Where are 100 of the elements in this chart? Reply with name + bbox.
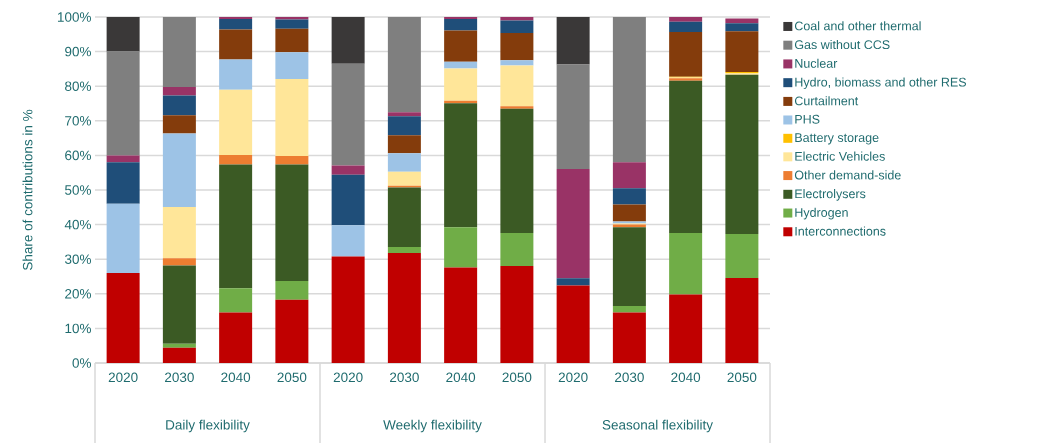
bar bbox=[331, 17, 365, 64]
bar bbox=[106, 273, 140, 363]
bar bbox=[219, 19, 253, 30]
y-axis-title: Share of contributions in % bbox=[22, 109, 33, 271]
bar bbox=[556, 64, 590, 169]
bar bbox=[444, 227, 478, 268]
text: Daily flexibility bbox=[166, 419, 250, 433]
x-tick-label: 2020 bbox=[108, 372, 138, 383]
legend-label: Curtailment bbox=[794, 96, 859, 106]
bar bbox=[612, 162, 646, 189]
x-tick-label: 2020 bbox=[333, 372, 363, 383]
bar bbox=[219, 312, 253, 363]
legend-label: PHS bbox=[795, 114, 820, 124]
x-tick-label: 2030 bbox=[165, 372, 194, 383]
x-tick-label: 2030 bbox=[615, 372, 644, 383]
bar bbox=[725, 74, 759, 234]
x-tick-label: 2050 bbox=[727, 372, 757, 383]
bar bbox=[219, 89, 253, 156]
bar bbox=[612, 188, 646, 205]
y-tick-label: 70% bbox=[65, 116, 91, 126]
bar bbox=[387, 135, 421, 154]
bar bbox=[275, 164, 309, 281]
bar bbox=[219, 288, 253, 313]
bar bbox=[612, 312, 646, 363]
bar bbox=[556, 278, 590, 286]
bar bbox=[106, 155, 140, 163]
y-tick-label: 0% bbox=[72, 358, 91, 368]
bar bbox=[162, 265, 196, 344]
bar bbox=[612, 305, 646, 313]
bar bbox=[612, 17, 646, 163]
bar bbox=[331, 63, 365, 166]
text: Seasonal flexibility bbox=[602, 419, 713, 433]
bar bbox=[669, 80, 703, 233]
bar bbox=[219, 17, 253, 20]
bar bbox=[725, 31, 759, 73]
y-tick-label: 40% bbox=[64, 219, 91, 230]
text: Weekly flexibility bbox=[383, 419, 482, 433]
bar bbox=[387, 247, 421, 253]
y-tick-label: 100% bbox=[57, 12, 91, 22]
x-tick-label: 2050 bbox=[502, 372, 532, 383]
bar bbox=[219, 59, 253, 90]
x-tick-label: 2040 bbox=[671, 372, 701, 383]
bar bbox=[162, 347, 196, 363]
bar bbox=[106, 162, 140, 204]
bar bbox=[500, 108, 534, 233]
y-tick-label: 30% bbox=[64, 254, 91, 264]
bar bbox=[444, 267, 478, 363]
legend-label: Hydro, biomass and other RES bbox=[795, 77, 967, 90]
bar bbox=[500, 60, 534, 66]
bar bbox=[669, 21, 703, 32]
legend-label: Electric Vehicles bbox=[795, 151, 885, 161]
bar bbox=[275, 28, 309, 53]
bar bbox=[725, 233, 759, 278]
y-tick-label: 50% bbox=[65, 185, 91, 195]
bar bbox=[162, 86, 196, 96]
bar bbox=[162, 95, 196, 116]
bar bbox=[387, 112, 421, 117]
bar bbox=[500, 266, 534, 363]
bar bbox=[725, 18, 759, 24]
bar bbox=[162, 115, 196, 134]
legend-label: Interconnections bbox=[795, 226, 886, 236]
bar bbox=[219, 164, 253, 289]
bar bbox=[387, 153, 421, 172]
bar bbox=[387, 252, 421, 363]
bar bbox=[444, 103, 478, 228]
bar bbox=[669, 17, 703, 22]
x-tick-label: 2020 bbox=[558, 372, 588, 383]
bar bbox=[500, 232, 534, 267]
bar bbox=[275, 78, 309, 157]
bar bbox=[444, 17, 478, 20]
y-tick-label: 80% bbox=[65, 81, 91, 91]
bar bbox=[275, 52, 309, 79]
bar bbox=[387, 17, 421, 113]
bar bbox=[556, 285, 590, 363]
bar bbox=[275, 156, 309, 165]
y-tick-label: 10% bbox=[65, 323, 91, 334]
bar bbox=[444, 61, 478, 69]
legend-label: Nuclear bbox=[795, 58, 838, 68]
bar bbox=[387, 116, 421, 136]
bar bbox=[669, 31, 703, 77]
bar bbox=[275, 19, 309, 29]
bar bbox=[106, 51, 140, 156]
y-tick-label: 20% bbox=[65, 289, 91, 299]
legend-label: Hydrogen bbox=[795, 207, 848, 220]
bar bbox=[162, 206, 196, 259]
y-tick-label: 60% bbox=[65, 150, 91, 161]
bar bbox=[725, 23, 759, 32]
bar bbox=[500, 32, 534, 61]
legend-label: Battery storage bbox=[795, 133, 879, 145]
bar bbox=[162, 343, 196, 348]
bar bbox=[556, 17, 590, 65]
bar bbox=[387, 171, 421, 186]
bar bbox=[331, 256, 365, 363]
bar bbox=[219, 155, 253, 165]
x-tick-label: 2030 bbox=[390, 372, 419, 383]
bar bbox=[444, 30, 478, 62]
bar bbox=[219, 29, 253, 60]
bar bbox=[500, 20, 534, 33]
bar bbox=[725, 277, 759, 363]
bar bbox=[612, 227, 646, 306]
